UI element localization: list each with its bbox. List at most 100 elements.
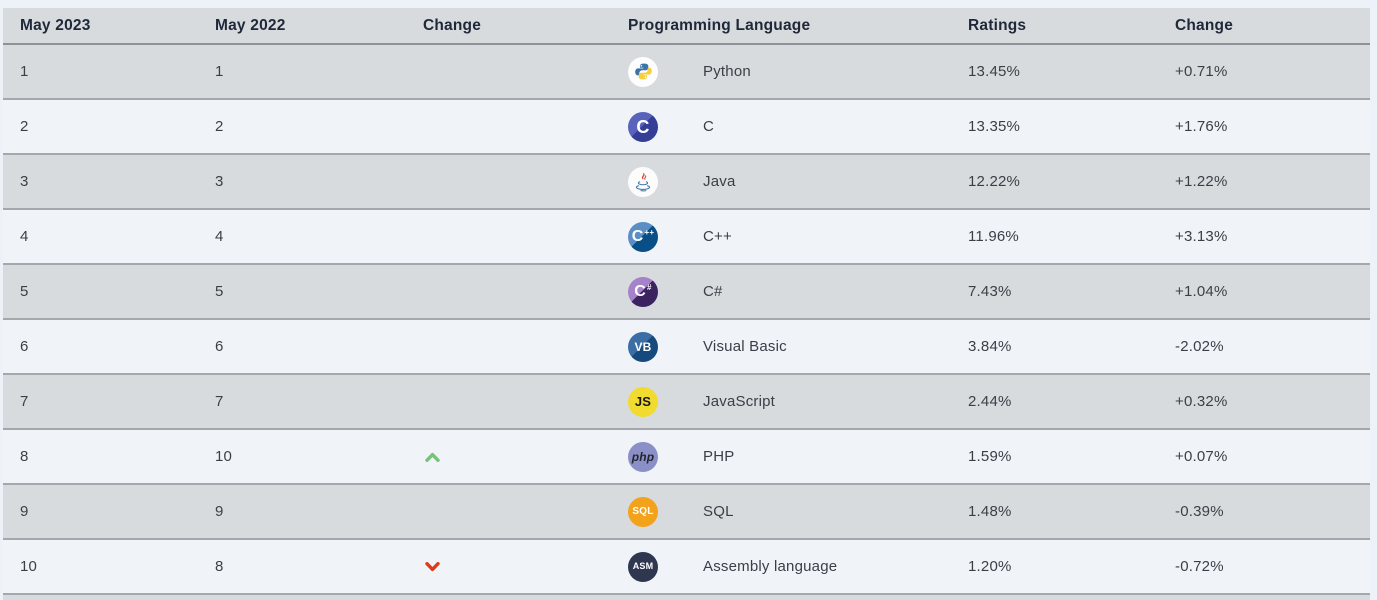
rank-2022-cell: 1: [215, 63, 224, 80]
language-label: Python: [703, 63, 751, 80]
change-cell: +1.76%: [1175, 118, 1228, 135]
python-icon: [628, 56, 658, 87]
icon-glyph-text: C: [631, 227, 644, 245]
trend-down-icon: [425, 561, 440, 571]
icon-glyph-sup: #: [647, 283, 652, 292]
language-label: C++: [703, 228, 732, 245]
table-row: 8 10 php PHP 1.59% +0.07%: [3, 430, 1370, 485]
rank-2023-cell: 10: [20, 558, 38, 575]
change-cell: +1.04%: [1175, 283, 1228, 300]
change-cell: +0.71%: [1175, 63, 1228, 80]
language-cell: Python: [626, 56, 968, 87]
table-header-row: May 2023 May 2022 Change Programming Lan…: [3, 8, 1370, 45]
trend-cell: [423, 561, 626, 572]
language-label: Visual Basic: [703, 338, 787, 355]
ratings-cell: 7.43%: [968, 283, 1012, 300]
php-icon: php: [628, 441, 658, 472]
ratings-cell: 13.35%: [968, 118, 1021, 135]
rank-2022-cell: 7: [215, 393, 224, 410]
ratings-cell: 3.84%: [968, 338, 1012, 355]
icon-glyph-text: SQL: [632, 505, 654, 517]
ratings-cell: 2.44%: [968, 393, 1012, 410]
icon-glyph-text: JS: [634, 394, 652, 409]
header-may-2022: May 2022: [215, 16, 286, 34]
language-cell: SQL SQL: [626, 496, 968, 527]
javascript-icon: JS: [628, 386, 658, 417]
language-label: PHP: [703, 448, 735, 465]
header-ratings: Ratings: [968, 16, 1027, 34]
rank-2023-cell: 4: [20, 228, 29, 245]
rank-2022-cell: 6: [215, 338, 224, 355]
header-programming-language: Programming Language: [628, 16, 811, 34]
change-cell: +0.32%: [1175, 393, 1228, 410]
language-cell: php PHP: [626, 441, 968, 472]
rank-2022-cell: 4: [215, 228, 224, 245]
assembly-icon: ASM: [628, 551, 658, 582]
table-row: 3 3 Java 12.22% +1.22%: [3, 155, 1370, 210]
rank-2023-cell: 6: [20, 338, 29, 355]
rank-2022-cell: 3: [215, 173, 224, 190]
rank-2022-cell: 2: [215, 118, 224, 135]
rank-2022-cell: 10: [215, 448, 233, 465]
table-body: 1 1 Python 13.45% +0.71% 2 2 C C 13.35% …: [3, 45, 1370, 595]
java-logo-glyph: [635, 172, 651, 191]
cpp-icon: C ++: [628, 221, 658, 252]
icon-glyph-text: php: [631, 449, 655, 464]
python-logo-glyph: [634, 63, 652, 80]
table-row: 5 5 C # C# 7.43% +1.04%: [3, 265, 1370, 320]
language-cell: C # C#: [626, 276, 968, 307]
rank-2022-cell: 5: [215, 283, 224, 300]
language-label: JavaScript: [703, 393, 776, 410]
next-row-peek: [3, 595, 1370, 600]
change-cell: +1.22%: [1175, 173, 1228, 190]
rank-2023-cell: 1: [20, 63, 29, 80]
table-row: 9 9 SQL SQL 1.48% -0.39%: [3, 485, 1370, 540]
ratings-cell: 13.45%: [968, 63, 1021, 80]
change-cell: -0.39%: [1175, 503, 1224, 520]
rank-2023-cell: 7: [20, 393, 29, 410]
change-cell: -0.72%: [1175, 558, 1224, 575]
rank-2023-cell: 9: [20, 503, 29, 520]
table-row: 1 1 Python 13.45% +0.71%: [3, 45, 1370, 100]
icon-glyph-text: C: [636, 116, 650, 137]
java-icon: [628, 166, 658, 197]
visual-basic-icon: VB: [628, 331, 658, 362]
table-row: 6 6 VB Visual Basic 3.84% -2.02%: [3, 320, 1370, 375]
language-label: SQL: [703, 503, 734, 520]
table-row: 4 4 C ++ C++ 11.96% +3.13%: [3, 210, 1370, 265]
language-cell: VB Visual Basic: [626, 331, 968, 362]
ratings-cell: 1.48%: [968, 503, 1012, 520]
icon-glyph-text: C: [634, 282, 647, 300]
header-may-2023: May 2023: [20, 16, 91, 34]
language-label: Assembly language: [703, 558, 838, 575]
ratings-cell: 12.22%: [968, 173, 1021, 190]
csharp-icon: C #: [628, 276, 658, 307]
sql-icon: SQL: [628, 496, 658, 527]
language-cell: C ++ C++: [626, 221, 968, 252]
language-label: Java: [703, 173, 736, 190]
change-cell: +3.13%: [1175, 228, 1228, 245]
language-cell: ASM Assembly language: [626, 551, 968, 582]
table-row: 7 7 JS JavaScript 2.44% +0.32%: [3, 375, 1370, 430]
icon-glyph-text: VB: [634, 339, 652, 354]
rank-2022-cell: 8: [215, 558, 224, 575]
rank-2023-cell: 2: [20, 118, 29, 135]
ratings-cell: 1.20%: [968, 558, 1012, 575]
tiobe-index-table: May 2023 May 2022 Change Programming Lan…: [3, 8, 1370, 600]
change-cell: -2.02%: [1175, 338, 1224, 355]
c-icon: C: [628, 111, 658, 142]
rank-2023-cell: 5: [20, 283, 29, 300]
table-row: 2 2 C C 13.35% +1.76%: [3, 100, 1370, 155]
language-cell: JS JavaScript: [626, 386, 968, 417]
language-label: C: [703, 118, 715, 135]
icon-glyph-sup: ++: [644, 228, 655, 237]
language-label: C#: [703, 283, 723, 300]
trend-cell: [423, 452, 626, 462]
rank-2023-cell: 3: [20, 173, 29, 190]
icon-glyph-text: ASM: [632, 561, 654, 571]
ratings-cell: 11.96%: [968, 228, 1019, 245]
language-cell: Java: [626, 166, 968, 197]
rank-2022-cell: 9: [215, 503, 224, 520]
change-cell: +0.07%: [1175, 448, 1228, 465]
rank-2023-cell: 8: [20, 448, 29, 465]
